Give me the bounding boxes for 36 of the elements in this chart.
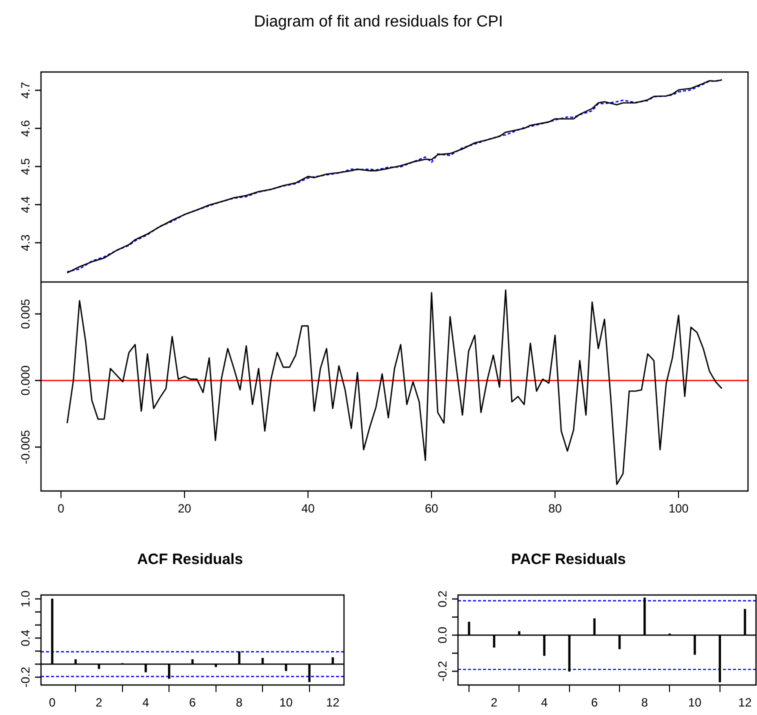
y-tick-label: 0.2 <box>435 590 450 608</box>
y-tick-label: -0.2 <box>435 660 450 682</box>
y-tick-label: -0.2 <box>18 666 32 688</box>
x-tick-label: 10 <box>279 696 294 710</box>
x-tick-label: 4 <box>540 696 548 710</box>
y-tick-label: 4.7 <box>18 82 32 99</box>
chart-title: ACF Residuals <box>137 551 243 568</box>
x-tick-label: 6 <box>591 696 598 710</box>
y-tick-label: 0.0 <box>435 626 450 644</box>
y-tick-label: -0.005 <box>18 430 32 464</box>
chart-title: PACF Residuals <box>511 551 626 568</box>
y-tick-label: 4.6 <box>18 120 32 137</box>
x-tick-label: 12 <box>326 696 340 710</box>
x-tick-label: 80 <box>548 502 562 516</box>
y-tick-label: 0.4 <box>18 629 32 646</box>
x-tick-label: 0 <box>48 696 56 710</box>
x-tick-label: 2 <box>96 696 103 710</box>
x-tick-label: 6 <box>189 696 196 710</box>
y-tick-label: 4.3 <box>18 234 32 252</box>
x-tick-label: 0 <box>58 502 65 516</box>
y-tick-label: 1.0 <box>18 590 32 608</box>
x-tick-label: 2 <box>490 696 498 710</box>
x-tick-label: 4 <box>142 696 150 710</box>
x-tick-label: 60 <box>424 502 439 516</box>
y-tick-label: 0.005 <box>18 298 32 329</box>
y-tick-label: 4.5 <box>18 158 32 175</box>
x-tick-label: 10 <box>688 696 702 710</box>
x-tick-label: 8 <box>236 696 243 710</box>
y-tick-label: 4.4 <box>18 196 32 213</box>
x-tick-label: 8 <box>641 696 648 710</box>
y-tick-label: 0.000 <box>18 365 32 396</box>
x-tick-label: 100 <box>668 502 689 516</box>
chart-title: Diagram of fit and residuals for CPI <box>254 13 503 30</box>
x-tick-label: 40 <box>301 502 316 516</box>
x-tick-label: 12 <box>738 696 752 710</box>
x-tick-label: 20 <box>178 502 192 516</box>
